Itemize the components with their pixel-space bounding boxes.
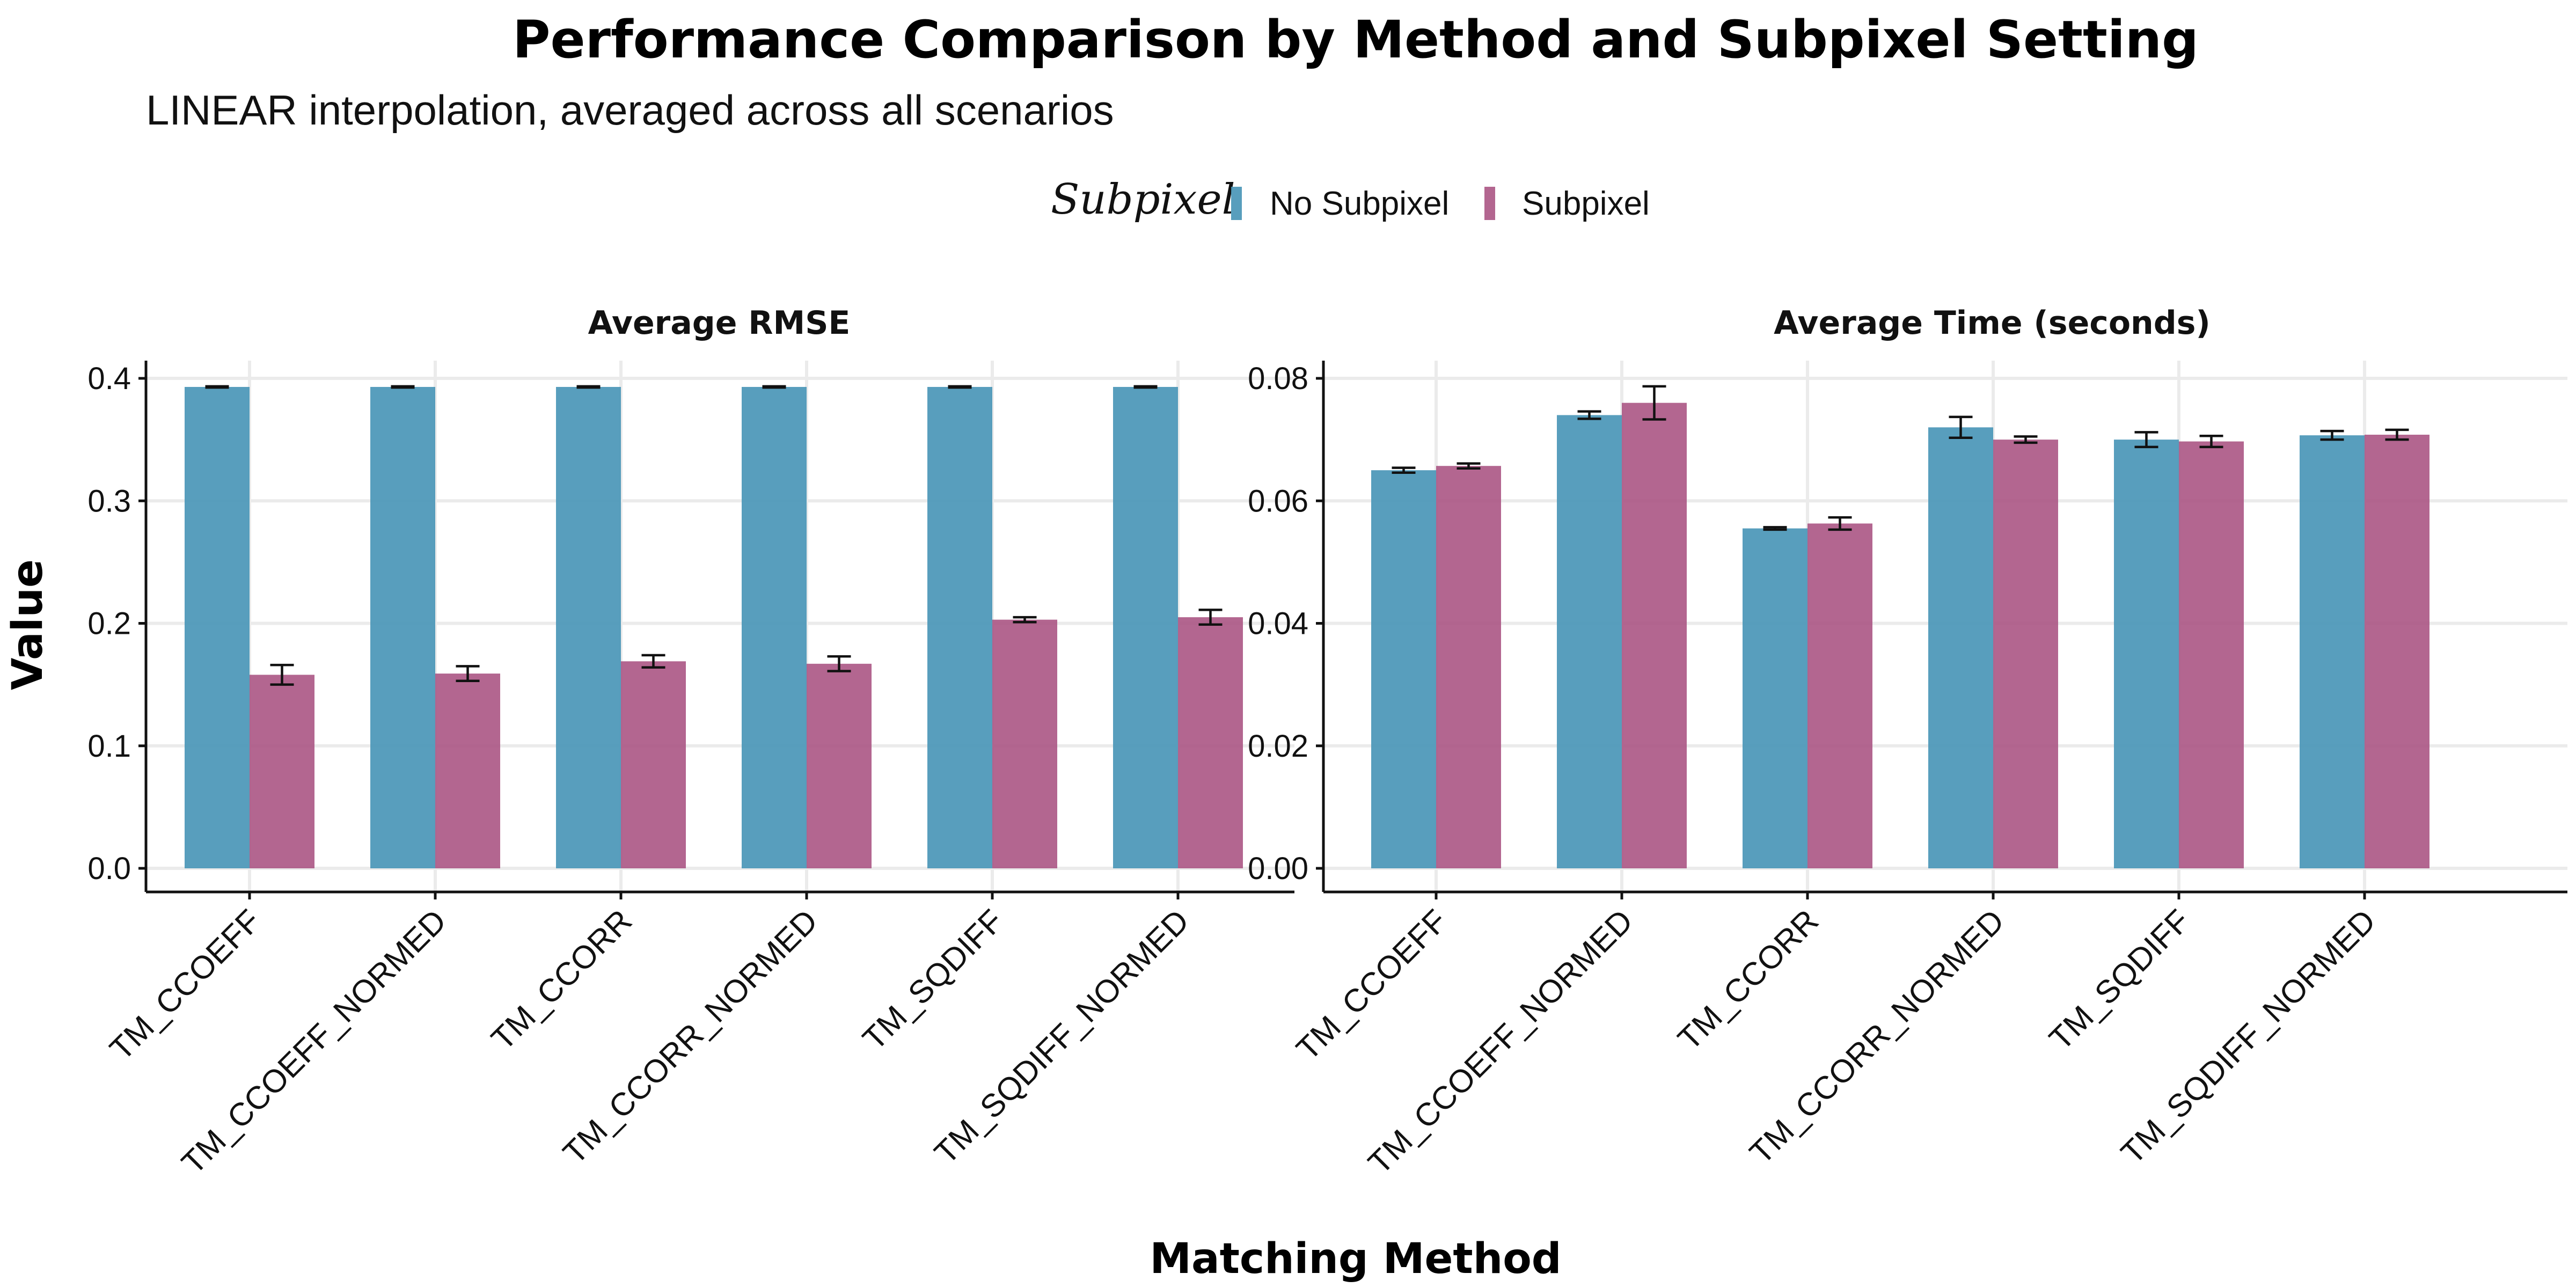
bar-no-subpixel bbox=[1371, 470, 1436, 868]
y-tick-label: 0.1 bbox=[87, 729, 131, 764]
y-tick-label: 0.06 bbox=[1248, 484, 1308, 518]
x-axis-title: Matching Method bbox=[1150, 1235, 1561, 1283]
panel-time: 0.000.020.040.060.08TM_CCOEFFTM_CCOEFF_N… bbox=[1248, 361, 2567, 1181]
legend: Subpixel No Subpixel Subpixel bbox=[1051, 175, 1650, 224]
legend-swatch-subpixel bbox=[1484, 187, 1495, 220]
bar-subpixel bbox=[1993, 440, 2058, 868]
bar-subpixel bbox=[250, 675, 314, 868]
bar-subpixel bbox=[992, 619, 1057, 868]
x-tick-label: TM_SQDIFF bbox=[855, 903, 1010, 1057]
bar-subpixel bbox=[1436, 466, 1501, 868]
bar-no-subpixel bbox=[2114, 440, 2179, 868]
bar-subpixel bbox=[1807, 523, 1872, 868]
x-tick-label: TM_CCORR bbox=[1671, 903, 1825, 1057]
x-tick-label: TM_CCORR bbox=[484, 903, 639, 1057]
y-tick-label: 0.0 bbox=[87, 851, 131, 886]
legend-swatch-no-subpixel bbox=[1231, 187, 1242, 220]
bar-subpixel bbox=[807, 663, 872, 868]
panel-title-time: Average Time (seconds) bbox=[1774, 304, 2211, 342]
bar-no-subpixel bbox=[1928, 427, 1993, 868]
panel-rmse: 0.00.10.20.30.4TM_CCOEFFTM_CCOEFF_NORMED… bbox=[87, 361, 1294, 1181]
bar-no-subpixel bbox=[185, 386, 250, 868]
bar-no-subpixel bbox=[2300, 435, 2365, 868]
y-tick-label: 0.3 bbox=[87, 484, 131, 518]
x-tick-label: TM_SQDIFF bbox=[2042, 903, 2197, 1057]
legend-label-subpixel: Subpixel bbox=[1522, 185, 1650, 222]
y-tick-label: 0.00 bbox=[1248, 851, 1308, 886]
y-tick-label: 0.02 bbox=[1248, 729, 1308, 764]
chart-title: Performance Comparison by Method and Sub… bbox=[513, 10, 2199, 70]
y-tick-label: 0.2 bbox=[87, 606, 131, 641]
bar-no-subpixel bbox=[927, 386, 992, 868]
bar-no-subpixel bbox=[1743, 528, 1807, 868]
chart-subtitle: LINEAR interpolation, averaged across al… bbox=[146, 86, 1114, 134]
bar-subpixel bbox=[2179, 441, 2244, 868]
y-axis-title: Value bbox=[4, 559, 52, 690]
bar-subpixel bbox=[621, 661, 686, 868]
legend-title: Subpixel bbox=[1051, 175, 1235, 224]
bar-subpixel bbox=[1622, 402, 1687, 868]
x-tick-label: TM_CCOEFF bbox=[103, 903, 268, 1067]
y-tick-label: 0.08 bbox=[1248, 361, 1308, 396]
bar-no-subpixel bbox=[370, 386, 435, 868]
x-tick-label: TM_CCOEFF bbox=[1290, 903, 1454, 1067]
bar-subpixel bbox=[2365, 434, 2429, 868]
bar-no-subpixel bbox=[742, 386, 807, 868]
bar-no-subpixel bbox=[1113, 386, 1178, 868]
bar-subpixel bbox=[1178, 617, 1243, 868]
legend-label-no-subpixel: No Subpixel bbox=[1270, 185, 1449, 222]
y-tick-label: 0.04 bbox=[1248, 606, 1308, 641]
bar-no-subpixel bbox=[556, 386, 621, 868]
bar-subpixel bbox=[435, 674, 500, 868]
panel-title-rmse: Average RMSE bbox=[588, 304, 851, 342]
bar-no-subpixel bbox=[1557, 415, 1622, 868]
y-tick-label: 0.4 bbox=[87, 361, 131, 396]
